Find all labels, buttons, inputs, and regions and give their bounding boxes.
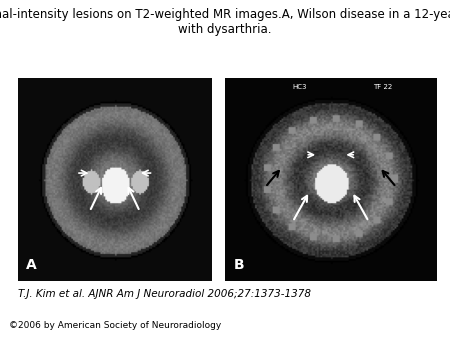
Text: HC3: HC3 [292,84,307,90]
Text: ©2006 by American Society of Neuroradiology: ©2006 by American Society of Neuroradiol… [9,320,221,330]
Text: High-signal-intensity lesions on T2-weighted MR images.A, Wilson disease in a 12: High-signal-intensity lesions on T2-weig… [0,8,450,37]
Text: TF 22: TF 22 [373,84,392,90]
Text: A: A [26,259,36,272]
Text: AMERICAN JOURNAL OF NEURORADIOLOGY: AMERICAN JOURNAL OF NEURORADIOLOGY [295,325,412,331]
Text: B: B [234,259,244,272]
Text: AINR: AINR [319,298,387,322]
Text: T.J. Kim et al. AJNR Am J Neuroradiol 2006;27:1373-1378: T.J. Kim et al. AJNR Am J Neuroradiol 20… [18,289,311,299]
